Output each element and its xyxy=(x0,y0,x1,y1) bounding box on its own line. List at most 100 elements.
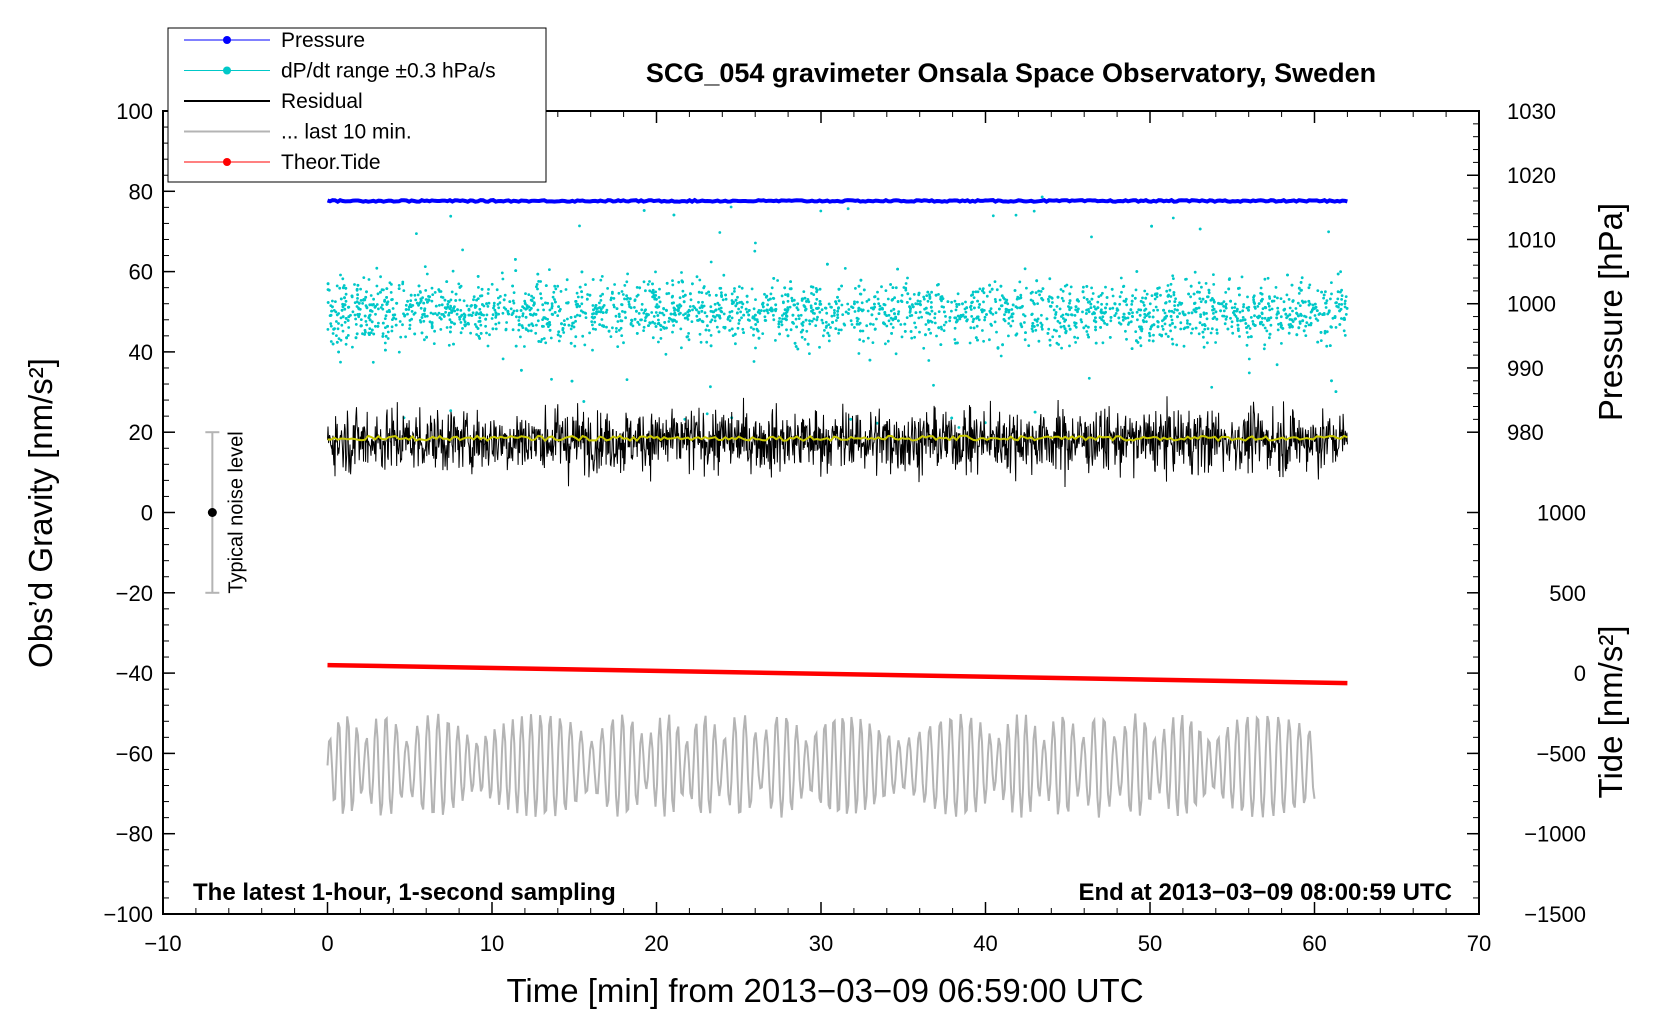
dpdt-point xyxy=(853,326,856,329)
dpdt-point xyxy=(969,304,973,308)
dpdt-point xyxy=(1014,333,1018,337)
dpdt-point xyxy=(469,304,473,308)
dpdt-point xyxy=(430,286,434,290)
dpdt-point xyxy=(398,320,402,323)
dpdt-point xyxy=(591,323,594,327)
dpdt-point xyxy=(836,295,839,299)
dpdt-point xyxy=(600,275,604,278)
dpdt-point xyxy=(1063,327,1067,330)
dpdt-point xyxy=(1005,308,1009,311)
dpdt-point xyxy=(1201,323,1204,327)
dpdt-point xyxy=(476,327,480,330)
dpdt-point xyxy=(495,288,499,292)
dpdt-point xyxy=(377,321,380,325)
dpdt-point xyxy=(374,312,377,316)
dpdt-point xyxy=(593,320,597,324)
dpdt-point xyxy=(808,322,812,326)
dpdt-point xyxy=(534,331,538,335)
dpdt-point xyxy=(599,294,602,298)
dpdt-point xyxy=(932,383,935,387)
dpdt-point xyxy=(418,319,422,322)
dpdt-point xyxy=(900,293,904,297)
dpdt-point xyxy=(928,293,931,296)
dpdt-point xyxy=(542,337,546,340)
dpdt-point xyxy=(514,269,518,272)
dpdt-point xyxy=(1201,297,1205,301)
dpdt-point xyxy=(1115,309,1119,312)
dpdt-point xyxy=(1061,313,1065,317)
dpdt-point xyxy=(1205,317,1209,321)
dpdt-point xyxy=(1065,283,1069,287)
dpdt-point xyxy=(827,323,831,326)
dpdt-point xyxy=(688,305,692,308)
dpdt-point xyxy=(1094,328,1097,332)
dpdt-point xyxy=(503,293,507,297)
dpdt-point xyxy=(355,332,359,336)
dpdt-point xyxy=(1192,292,1196,296)
dpdt-point xyxy=(765,309,769,313)
dpdt-point xyxy=(584,283,587,286)
dpdt-point xyxy=(453,309,457,313)
dpdt-point xyxy=(1193,301,1197,305)
dpdt-point xyxy=(1048,343,1052,347)
dpdt-point xyxy=(1198,297,1202,300)
dpdt-point xyxy=(361,302,364,305)
dpdt-point xyxy=(580,302,584,306)
dpdt-point xyxy=(438,316,442,319)
dpdt-point xyxy=(1277,311,1280,315)
dpdt-point xyxy=(615,327,618,330)
dpdt-point xyxy=(633,298,637,302)
dpdt-point xyxy=(344,342,348,346)
dpdt-point xyxy=(1139,299,1143,303)
dpdt-point xyxy=(1151,315,1155,319)
dpdt-point xyxy=(1197,281,1201,285)
dpdt-point xyxy=(806,298,810,301)
dpdt-point xyxy=(698,318,702,321)
dpdt-point xyxy=(621,293,625,296)
dpdt-point xyxy=(425,272,429,276)
dpdt-point xyxy=(1068,344,1071,348)
dpdt-point xyxy=(673,319,676,322)
dpdt-point xyxy=(782,300,785,304)
dpdt-point xyxy=(539,296,543,300)
annotation-left: The latest 1-hour, 1-second sampling xyxy=(193,879,616,906)
dpdt-point xyxy=(811,311,815,315)
dpdt-point xyxy=(1340,317,1343,320)
dpdt-point xyxy=(1168,288,1172,292)
dpdt-point xyxy=(505,321,508,324)
dpdt-point xyxy=(344,286,348,290)
dpdt-point xyxy=(1029,291,1033,295)
dpdt-point xyxy=(930,290,933,294)
dpdt-point xyxy=(790,296,794,300)
dpdt-point xyxy=(552,290,556,294)
dpdt-point xyxy=(343,303,347,306)
dpdt-point xyxy=(999,354,1003,358)
dpdt-point xyxy=(477,286,480,289)
dpdt-point xyxy=(548,323,552,327)
dpdt-point xyxy=(700,305,704,309)
dpdt-point xyxy=(761,305,765,309)
dpdt-point xyxy=(1045,317,1049,321)
dpdt-point xyxy=(386,324,389,328)
dpdt-point xyxy=(1163,322,1167,326)
dpdt-point xyxy=(837,287,841,291)
dpdt-point xyxy=(948,319,952,323)
dpdt-point xyxy=(1220,302,1224,306)
dpdt-point xyxy=(877,302,881,305)
dpdt-point xyxy=(434,304,438,308)
dpdt-point xyxy=(1241,318,1245,322)
dpdt-point xyxy=(847,312,850,315)
dpdt-point xyxy=(958,317,962,321)
dpdt-point xyxy=(772,313,775,317)
dpdt-point xyxy=(933,316,937,320)
dpdt-point xyxy=(719,286,723,290)
dpdt-point xyxy=(912,293,916,296)
dpdt-point xyxy=(486,305,490,308)
dpdt-point xyxy=(1203,327,1207,331)
dpdt-point xyxy=(373,305,377,309)
dpdt-point xyxy=(1242,303,1246,306)
dpdt-point xyxy=(810,309,813,313)
dpdt-point xyxy=(807,300,811,304)
dpdt-point xyxy=(369,331,373,334)
dpdt-point xyxy=(342,284,346,287)
